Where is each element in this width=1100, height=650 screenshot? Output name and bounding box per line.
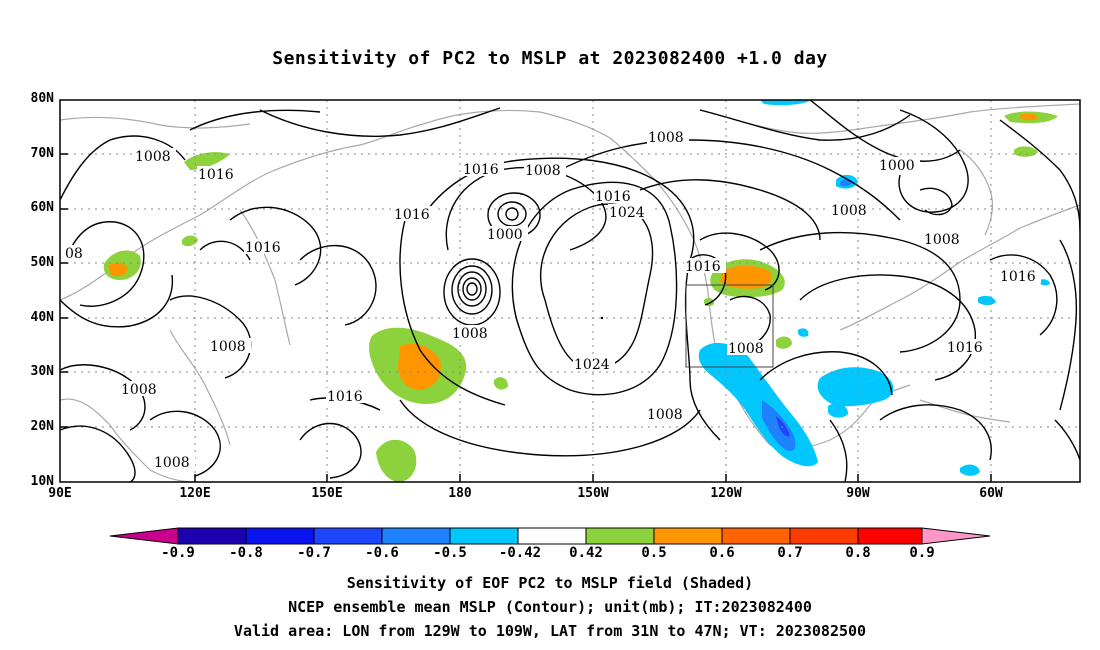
contour-label: 1016 — [595, 189, 631, 205]
colorbar-label: 0.5 — [641, 545, 667, 561]
contour-labels: 1008 1016 08 1016 1008 1008 1008 1016 10… — [64, 129, 1041, 471]
colorbar-swatch — [381, 527, 451, 545]
contour-label: 1016 — [463, 162, 499, 178]
contour-label: 1008 — [210, 339, 246, 355]
colorbar-label: -0.6 — [365, 545, 399, 561]
caption-line-1: Sensitivity of EOF PC2 to MSLP field (Sh… — [346, 574, 754, 592]
contour-label: 1024 — [574, 357, 610, 373]
contour-label: 1008 — [647, 407, 683, 423]
colorbar-label: -0.7 — [297, 545, 331, 561]
lat-tick: 10N — [30, 474, 54, 489]
colorbar-label: -0.9 — [161, 545, 195, 561]
map-frame — [59, 99, 1081, 483]
colorbar-swatch — [245, 527, 315, 545]
lon-tick: 120E — [179, 486, 211, 501]
colorbar-label: 0.9 — [909, 545, 935, 561]
colorbar-swatch — [449, 527, 519, 545]
contour-label: 1024 — [609, 205, 645, 221]
lat-tick: 60N — [30, 200, 54, 215]
lon-tick: 60W — [979, 486, 1003, 501]
contour-label: 1000 — [879, 158, 915, 174]
contour-label: 1008 — [648, 130, 684, 146]
lat-tick: 20N — [30, 419, 54, 434]
contour-label: 1008 — [924, 232, 960, 248]
colorbar-swatch — [721, 527, 791, 545]
contour-label: 1008 — [135, 149, 171, 165]
caption-line-3: Valid area: LON from 129W to 109W, LAT f… — [233, 622, 867, 640]
mslp-contours — [60, 100, 1080, 482]
figure-title: Sensitivity of PC2 to MSLP at 2023082400… — [272, 48, 828, 69]
lon-tick: 150W — [577, 486, 609, 501]
colorbar-label: -0.5 — [433, 545, 467, 561]
contour-label: 1008 — [154, 455, 190, 471]
lon-tick: 180 — [448, 486, 472, 501]
lon-tick: 90E — [48, 486, 72, 501]
colorbar-label: 0.8 — [845, 545, 871, 561]
colorbar — [109, 527, 991, 545]
contour-label: 1008 — [452, 326, 488, 342]
contour-label: 1016 — [394, 207, 430, 223]
colorbar-label: 0.7 — [777, 545, 803, 561]
contour-label: 1016 — [245, 240, 281, 256]
contour-label: 1016 — [327, 389, 363, 405]
contour-label: 1016 — [947, 340, 983, 356]
contour-label: 1016 — [685, 259, 721, 275]
contour-label: 08 — [65, 246, 83, 262]
colorbar-label: -0.8 — [229, 545, 263, 561]
colorbar-swatch — [585, 527, 655, 545]
lon-tick: 90W — [846, 486, 870, 501]
contour-label: 1016 — [198, 167, 234, 183]
lat-tick: 80N — [30, 91, 54, 106]
colorbar-swatch — [177, 527, 247, 545]
contour-label: 1008 — [121, 382, 157, 398]
colorbar-swatch — [789, 527, 859, 545]
contour-label: 1008 — [831, 203, 867, 219]
contour-label: 1008 — [728, 341, 764, 357]
lat-tick: 40N — [30, 310, 54, 325]
colorbar-swatch — [653, 527, 723, 545]
lat-tick: 30N — [30, 364, 54, 379]
lat-tick: 70N — [30, 146, 54, 161]
graticule — [60, 100, 1080, 482]
contour-label: 1000 — [487, 227, 523, 243]
valid-area-box — [685, 284, 774, 368]
colorbar-swatch — [857, 527, 923, 545]
colorbar-high-end — [921, 527, 991, 545]
negative-sensitivity — [698, 100, 1050, 476]
colorbar-low-end — [109, 527, 179, 545]
colorbar-swatch — [313, 527, 383, 545]
lon-tick: 120W — [710, 486, 742, 501]
colorbar-label: 0.42 — [569, 545, 603, 561]
colorbar-label: -0.42 — [498, 545, 542, 561]
contour-label: 1016 — [1000, 269, 1036, 285]
lat-tick: 50N — [30, 255, 54, 270]
caption-line-2: NCEP ensemble mean MSLP (Contour); unit(… — [288, 598, 812, 616]
colorbar-label: 0.6 — [709, 545, 735, 561]
contour-label: 1008 — [525, 163, 561, 179]
colorbar-swatch — [517, 527, 587, 545]
lon-tick: 150E — [311, 486, 343, 501]
positive-sensitivity — [103, 111, 1058, 482]
